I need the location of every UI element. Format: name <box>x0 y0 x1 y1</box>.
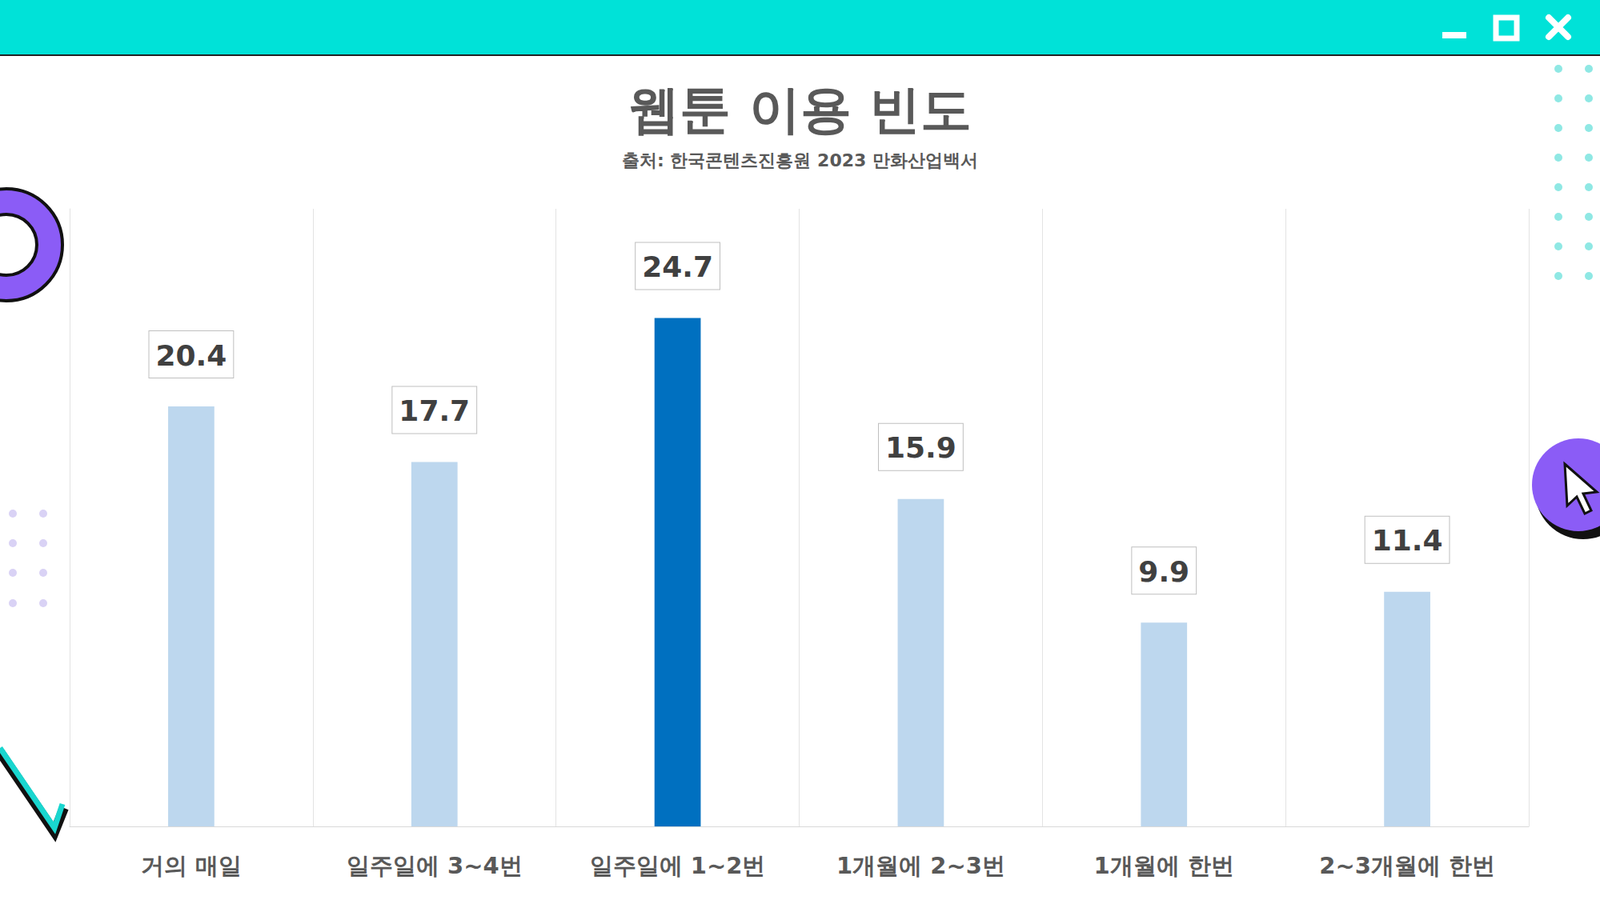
svg-text:거의 매일: 거의 매일 <box>140 852 242 880</box>
svg-text:20.4: 20.4 <box>156 339 228 373</box>
svg-text:11.4: 11.4 <box>1371 524 1444 558</box>
svg-text:일주일에 3~4번: 일주일에 3~4번 <box>346 852 523 880</box>
svg-text:1개월에 한번: 1개월에 한번 <box>1094 852 1235 880</box>
svg-text:2~3개월에 한번: 2~3개월에 한번 <box>1319 852 1496 880</box>
svg-text:17.7: 17.7 <box>398 394 470 428</box>
svg-text:출처: 한국콘텐츠진흥원 2023 만화산업백서: 출처: 한국콘텐츠진흥원 2023 만화산업백서 <box>621 150 979 171</box>
svg-text:24.7: 24.7 <box>641 250 714 284</box>
svg-text:웹툰 이용 빈도: 웹툰 이용 빈도 <box>628 80 972 140</box>
svg-text:1개월에 2~3번: 1개월에 2~3번 <box>836 852 1006 880</box>
svg-text:일주일에 1~2번: 일주일에 1~2번 <box>589 852 766 880</box>
svg-text:9.9: 9.9 <box>1138 555 1190 589</box>
svg-text:15.9: 15.9 <box>885 431 957 465</box>
